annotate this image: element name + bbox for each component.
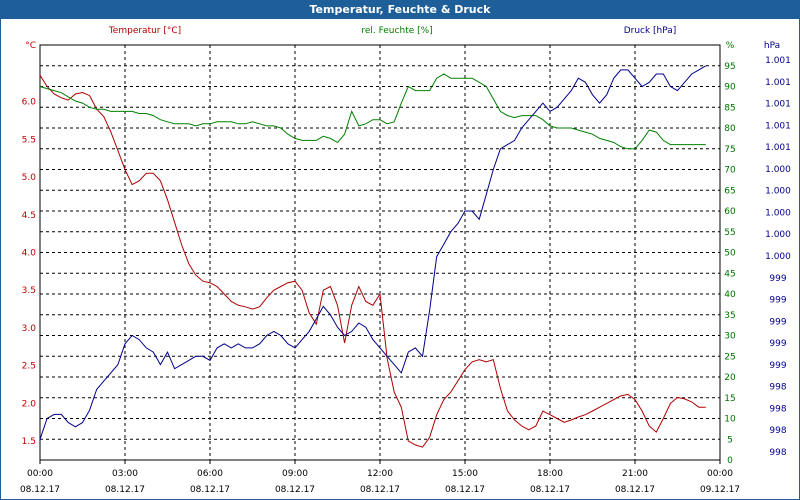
tick-label-humidity: 45 [724,269,735,279]
x-tick-date: 08.12.17 [445,485,485,495]
window-title: Temperatur, Feuchte & Druck [1,1,799,19]
tick-label-humidity: 70 [724,166,736,176]
tick-label-temperature: 1.5 [22,437,36,447]
tick-label-humidity: 40 [724,290,736,300]
legend-pressure: Druck [hPa] [624,26,677,36]
tick-label-temperature: 4.5 [22,211,36,221]
x-tick-time: 03:00 [112,469,138,479]
tick-label-temperature: 3.0 [22,324,37,334]
tick-label-pressure: 1.001 [765,56,791,66]
tick-label-humidity: 65 [724,186,735,196]
tick-label-pressure: 1.000 [765,187,791,197]
x-tick-date: 08.12.17 [105,485,145,495]
tick-label-pressure: 999 [769,296,786,306]
tick-label-pressure: 999 [769,274,786,284]
tick-label-humidity: 90 [724,83,736,93]
tick-label-humidity: 75 [724,145,735,155]
tick-label-pressure: 999 [769,361,786,371]
tick-label-humidity: 20 [724,373,736,383]
axis-unit-humidity: % [726,41,735,51]
tick-label-humidity: 60 [724,207,736,217]
tick-label-temperature: 5.5 [22,135,36,145]
x-tick-date: 08.12.17 [530,485,570,495]
x-tick-time: 00:00 [707,469,733,479]
tick-label-temperature: 4.0 [22,249,37,259]
tick-label-humidity: 0 [727,456,733,466]
x-tick-date: 08.12.17 [615,485,655,495]
tick-label-pressure: 999 [769,317,786,327]
tick-label-humidity: 25 [724,352,735,362]
tick-label-humidity: 15 [724,394,735,404]
tick-label-humidity: 50 [724,249,736,259]
tick-label-pressure: 1.000 [765,208,791,218]
tick-label-pressure: 998 [769,404,786,414]
tick-label-temperature: 5.0 [22,173,37,183]
tick-label-humidity: 85 [724,103,735,113]
x-tick-date: 08.12.17 [190,485,230,495]
tick-label-humidity: 55 [724,228,735,238]
tick-label-pressure: 1.000 [765,252,791,262]
series-line-humidity [39,73,706,150]
x-tick-date: 08.12.17 [20,485,60,495]
tick-label-temperature: 3.5 [22,286,36,296]
tick-label-humidity: 35 [724,311,735,321]
x-tick-time: 21:00 [622,469,648,479]
x-tick-time: 00:00 [27,469,53,479]
tick-label-pressure: 1.001 [765,100,791,110]
tick-label-temperature: 6.0 [22,98,37,108]
x-tick-time: 12:00 [367,469,393,479]
x-tick-time: 15:00 [452,469,478,479]
x-tick-date: 08.12.17 [275,485,315,495]
tick-label-humidity: 5 [727,435,733,445]
tick-label-pressure: 998 [769,426,786,436]
tick-label-pressure: 1.000 [765,230,791,240]
tick-label-temperature: 2.5 [22,362,36,372]
tick-label-pressure: 1.001 [765,143,791,153]
axis-unit-pressure: hPa [764,41,780,51]
tick-label-pressure: 1.000 [765,165,791,175]
tick-label-pressure: 1.001 [765,78,791,88]
tick-label-pressure: 998 [769,448,786,458]
tick-label-humidity: 95 [724,62,735,72]
legend-temperature: Temperatur [°C] [108,26,181,36]
x-tick-date: 09.12.17 [700,485,740,495]
tick-label-pressure: 998 [769,383,786,393]
series-line-temperature [39,74,706,448]
legend-humidity: rel. Feuchte [%] [361,26,432,36]
tick-label-pressure: 1.001 [765,121,791,131]
x-tick-time: 18:00 [537,469,563,479]
series-line-pressure [39,65,707,440]
tick-label-humidity: 30 [724,332,736,342]
tick-label-pressure: 999 [769,339,786,349]
tick-label-humidity: 80 [724,124,736,134]
x-tick-time: 06:00 [197,469,223,479]
x-tick-time: 09:00 [282,469,308,479]
x-tick-date: 08.12.17 [360,485,400,495]
tick-label-humidity: 10 [724,415,736,425]
tick-label-temperature: 2.0 [22,399,37,409]
axis-unit-temperature: °C [25,41,36,51]
